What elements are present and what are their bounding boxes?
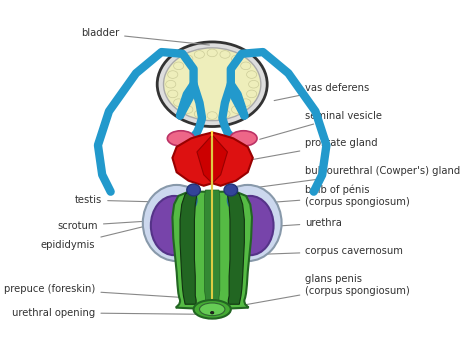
Ellipse shape [183,106,193,113]
Polygon shape [197,135,228,183]
Ellipse shape [164,48,261,121]
Ellipse shape [220,110,230,118]
Ellipse shape [183,55,193,63]
Text: glans penis
(corpus spongiosum): glans penis (corpus spongiosum) [232,274,410,307]
Ellipse shape [168,90,178,98]
Ellipse shape [220,51,230,58]
Text: bulb of pénis
(corpus spongiosum): bulb of pénis (corpus spongiosum) [247,185,410,207]
Ellipse shape [241,99,251,107]
Polygon shape [173,133,253,186]
Ellipse shape [194,110,204,118]
Text: testis: testis [75,195,187,205]
Ellipse shape [246,71,257,78]
Text: bladder: bladder [81,28,210,45]
Ellipse shape [207,112,217,119]
Ellipse shape [214,185,282,261]
Text: corpus cavernosum: corpus cavernosum [240,246,403,256]
Ellipse shape [168,71,178,78]
Ellipse shape [231,106,242,113]
Ellipse shape [151,196,197,255]
Ellipse shape [187,184,201,196]
Polygon shape [205,190,220,306]
Text: prostate gland: prostate gland [250,138,378,160]
Polygon shape [180,190,200,304]
Ellipse shape [167,131,194,146]
Ellipse shape [241,62,251,70]
Text: urethral opening: urethral opening [12,308,210,318]
Text: bulbourethral (Cowper's) gland: bulbourethral (Cowper's) gland [240,166,461,189]
Ellipse shape [185,192,197,209]
Ellipse shape [193,300,231,319]
Ellipse shape [210,312,214,314]
Polygon shape [225,190,245,304]
Ellipse shape [200,303,225,316]
Ellipse shape [248,81,259,88]
Ellipse shape [207,49,217,57]
Polygon shape [173,192,252,309]
Text: urethra: urethra [223,218,342,230]
Ellipse shape [173,62,184,70]
Ellipse shape [173,99,184,107]
Text: scrotum: scrotum [57,221,142,230]
Ellipse shape [230,131,257,146]
Ellipse shape [228,192,239,209]
Ellipse shape [157,42,267,127]
Ellipse shape [165,81,176,88]
Ellipse shape [246,90,257,98]
Text: epididymis: epididymis [41,218,180,250]
Ellipse shape [194,51,204,58]
Ellipse shape [224,184,237,196]
Ellipse shape [227,196,273,255]
Text: vas deferens: vas deferens [274,83,370,101]
Ellipse shape [143,185,210,261]
Text: prepuce (foreskin): prepuce (foreskin) [4,284,180,297]
Text: seminal vesicle: seminal vesicle [260,111,383,139]
Ellipse shape [231,55,242,63]
